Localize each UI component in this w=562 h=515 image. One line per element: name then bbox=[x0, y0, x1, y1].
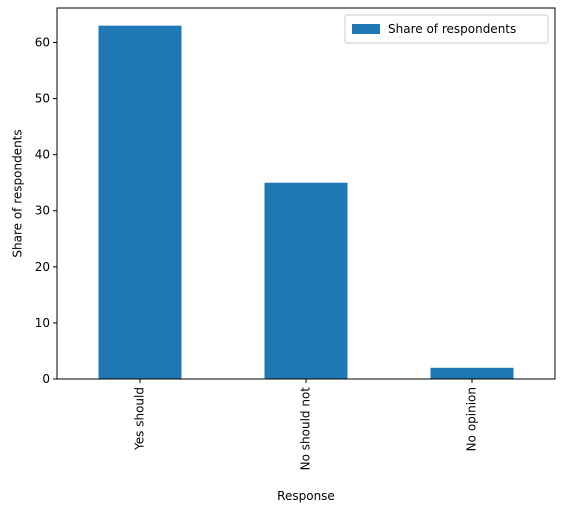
x-tick-label: No should not bbox=[299, 387, 313, 471]
x-axis-label: Response bbox=[277, 489, 335, 503]
legend: Share of respondents bbox=[344, 14, 549, 44]
y-tick-label: 50 bbox=[35, 92, 50, 106]
y-tick-label: 40 bbox=[35, 148, 50, 162]
legend-swatch bbox=[352, 24, 380, 34]
y-tick-label: 30 bbox=[35, 204, 50, 218]
x-tick-label: Yes should bbox=[133, 387, 147, 451]
y-tick-label: 60 bbox=[35, 35, 50, 49]
bar-no-opinion bbox=[430, 367, 514, 379]
legend-label: Share of respondents bbox=[388, 22, 516, 36]
bar-no-should-not bbox=[264, 182, 348, 379]
x-tick-label: No opinion bbox=[465, 387, 479, 451]
y-tick-label: 10 bbox=[35, 316, 50, 330]
legend-box bbox=[344, 14, 549, 44]
y-tick-label: 0 bbox=[42, 372, 50, 386]
plot-frame bbox=[56, 7, 556, 380]
y-tick-label: 20 bbox=[35, 260, 50, 274]
y-axis-label: Share of respondents bbox=[11, 129, 25, 257]
bar-yes-should bbox=[98, 25, 182, 380]
x-axis: Yes should No should not No opinion bbox=[133, 379, 479, 470]
bars-group bbox=[98, 25, 514, 380]
y-axis: 0 10 20 30 40 50 60 bbox=[35, 35, 57, 386]
